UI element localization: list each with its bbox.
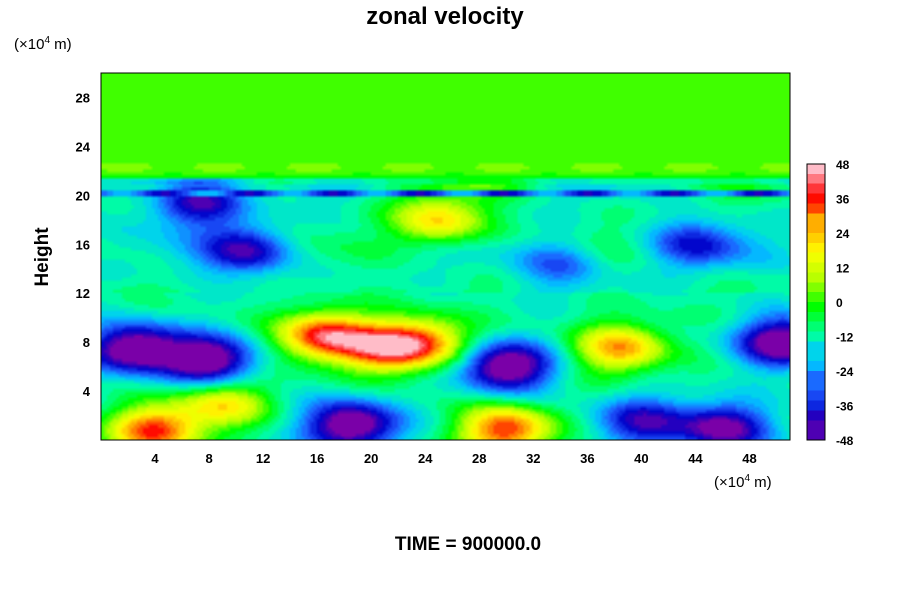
y-tick-label: 8 (83, 335, 90, 350)
y-tick-label: 4 (83, 384, 91, 399)
y-tick-label: 12 (76, 286, 90, 301)
colorbar-tick-label: -24 (836, 365, 854, 379)
colorbar-tick-label: 36 (836, 193, 850, 207)
plot-frame (100, 72, 791, 441)
chart-title: zonal velocity (366, 3, 524, 30)
y-axis-label: Height (32, 227, 53, 287)
velocity-field (101, 73, 790, 440)
y-unit-label: (×104 m) (14, 35, 72, 53)
y-tick-label: 28 (76, 90, 90, 105)
heatmap-plot-area (100, 72, 791, 441)
colorbar-tick-label: 24 (836, 227, 850, 241)
x-tick-label: 40 (634, 451, 648, 466)
colorbar-tick-label: 48 (836, 158, 850, 172)
colorbar (806, 163, 826, 441)
y-tick-label: 24 (76, 139, 91, 154)
colorbar-tick-label: -12 (836, 331, 854, 345)
x-axis-ticks: 4 8 12 16 20 24 28 32 36 40 44 48 (151, 451, 756, 466)
y-axis-ticks: 4 8 12 16 20 24 28 (76, 90, 91, 399)
y-tick-label: 16 (76, 237, 90, 252)
colorbar-gradient (806, 163, 826, 441)
x-tick-label: 8 (205, 451, 212, 466)
time-label: TIME = 900000.0 (395, 534, 541, 555)
x-tick-label: 44 (688, 451, 703, 466)
x-tick-label: 12 (256, 451, 270, 466)
x-tick-label: 20 (364, 451, 378, 466)
x-tick-label: 28 (472, 451, 486, 466)
colorbar-ticks: 48 36 24 12 0 -12 -24 -36 -48 (836, 158, 854, 448)
colorbar-tick-label: 0 (836, 296, 843, 310)
x-tick-label: 32 (526, 451, 540, 466)
x-tick-label: 16 (310, 451, 324, 466)
colorbar-tick-label: -48 (836, 434, 854, 448)
colorbar-tick-label: -36 (836, 400, 854, 414)
x-tick-label: 24 (418, 451, 433, 466)
x-unit-label: (×104 m) (714, 473, 772, 491)
x-tick-label: 4 (151, 451, 159, 466)
y-tick-label: 20 (76, 188, 90, 203)
x-tick-label: 48 (742, 451, 756, 466)
colorbar-tick-label: 12 (836, 262, 850, 276)
x-tick-label: 36 (580, 451, 594, 466)
